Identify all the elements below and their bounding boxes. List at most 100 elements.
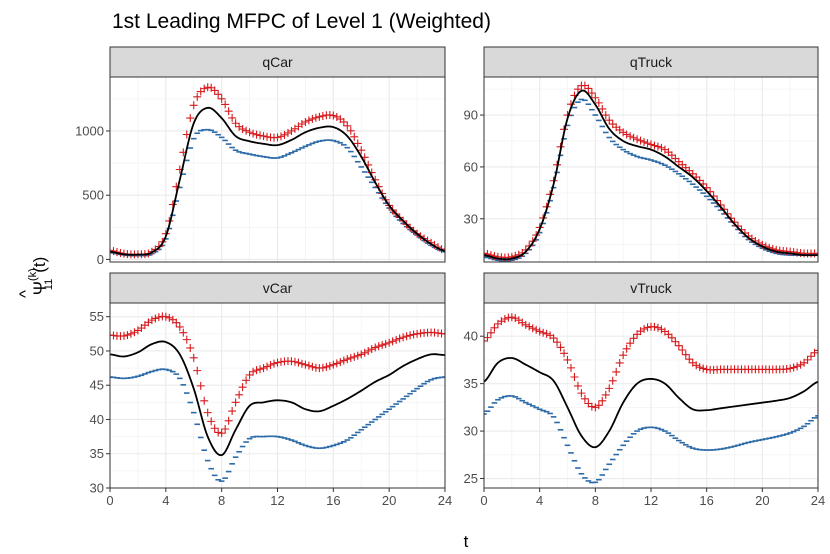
upper-point <box>161 312 170 321</box>
upper-point <box>553 338 562 347</box>
upper-point <box>270 359 279 368</box>
y-tick-label: 35 <box>464 376 478 391</box>
upper-point <box>636 136 645 145</box>
upper-point <box>392 335 401 344</box>
upper-point <box>332 112 341 121</box>
upper-point <box>803 355 812 364</box>
upper-point <box>605 384 614 393</box>
upper-point <box>151 314 160 323</box>
upper-point <box>591 403 600 412</box>
upper-point <box>329 111 338 120</box>
upper-point <box>587 402 596 411</box>
upper-point <box>650 322 659 331</box>
upper-point <box>301 360 310 369</box>
upper-point <box>221 425 230 434</box>
upper-point <box>378 341 387 350</box>
upper-point <box>266 361 275 370</box>
upper-point <box>699 364 708 373</box>
x-tick-label: 16 <box>699 493 713 508</box>
upper-point <box>615 358 624 367</box>
upper-point <box>678 346 687 355</box>
x-tick-label: 8 <box>592 493 599 508</box>
upper-point <box>402 332 411 341</box>
upper-point <box>214 90 223 99</box>
upper-point <box>336 358 345 367</box>
upper-point <box>214 428 223 437</box>
y-axis-superscript: (k) <box>27 268 39 281</box>
series-lower <box>110 368 445 482</box>
upper-point <box>807 352 816 361</box>
strip-label: qCar <box>262 54 293 70</box>
upper-point <box>664 330 673 339</box>
upper-point <box>793 362 802 371</box>
upper-point <box>308 114 317 123</box>
upper-point <box>549 334 558 343</box>
y-tick-label: 40 <box>90 412 104 427</box>
plot-area <box>110 83 445 259</box>
y-tick-label: 50 <box>90 343 104 358</box>
upper-point <box>484 333 492 342</box>
y-tick-label: 40 <box>464 329 478 344</box>
series-mean-line <box>110 340 445 457</box>
upper-point <box>256 131 265 140</box>
upper-point <box>325 110 334 119</box>
upper-point <box>217 429 226 438</box>
y-tick-label: 30 <box>464 211 478 226</box>
y-axis-hat: ^ <box>16 290 35 298</box>
upper-point <box>242 126 251 135</box>
upper-point <box>350 132 359 141</box>
upper-point <box>584 84 593 93</box>
upper-point <box>594 401 603 410</box>
upper-point <box>570 373 579 381</box>
upper-point <box>399 333 408 342</box>
upper-point <box>308 362 317 371</box>
upper-point <box>357 146 366 155</box>
upper-point <box>653 323 662 332</box>
upper-point <box>245 128 254 137</box>
upper-point <box>325 361 334 370</box>
upper-point <box>322 362 331 371</box>
upper-point <box>179 328 188 337</box>
upper-point <box>339 356 348 365</box>
upper-point <box>504 253 513 262</box>
upper-point <box>789 363 798 372</box>
upper-point <box>560 349 569 358</box>
upper-point <box>294 358 303 367</box>
x-tick-label: 0 <box>106 493 113 508</box>
upper-point <box>573 85 582 94</box>
upper-point <box>182 335 191 344</box>
upper-point <box>528 324 537 333</box>
upper-point <box>297 120 306 129</box>
upper-point <box>193 92 202 101</box>
panel-qCar: qCar 0 500 1000 <box>75 46 446 267</box>
upper-point <box>681 350 690 359</box>
strip-qCar <box>109 46 446 78</box>
upper-point <box>217 94 226 103</box>
upper-point <box>196 381 205 390</box>
upper-point <box>629 334 638 343</box>
upper-point <box>598 104 607 113</box>
upper-point <box>507 313 516 322</box>
upper-point <box>577 389 586 398</box>
upper-point <box>297 359 306 368</box>
upper-point <box>364 346 373 355</box>
upper-point <box>640 137 649 146</box>
upper-point <box>667 333 676 342</box>
upper-point <box>231 119 240 128</box>
upper-point <box>601 111 610 120</box>
upper-point <box>318 111 327 120</box>
upper-point <box>374 342 383 351</box>
series-mean-line <box>484 89 818 261</box>
x-tick-label: 24 <box>811 493 825 508</box>
upper-point <box>200 396 209 405</box>
upper-point <box>210 424 219 433</box>
strip-label: qTruck <box>630 54 673 70</box>
upper-point <box>263 362 272 371</box>
upper-point <box>200 84 209 93</box>
y-tick-label: 90 <box>464 108 478 123</box>
upper-point <box>500 315 509 324</box>
upper-point <box>259 132 268 141</box>
upper-point <box>772 245 781 254</box>
panel-border <box>109 76 446 263</box>
x-tick-label: 16 <box>326 493 340 508</box>
